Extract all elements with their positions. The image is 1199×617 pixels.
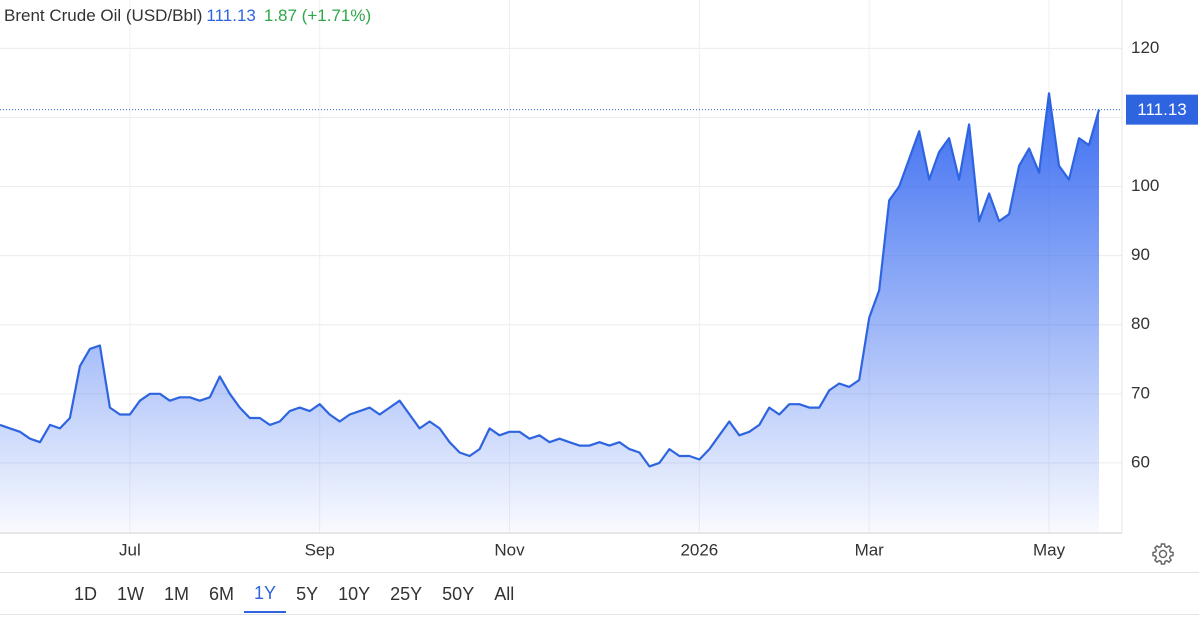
x-tick-label: 2026 bbox=[680, 540, 718, 559]
range-button[interactable]: 1Y bbox=[244, 575, 287, 613]
line bbox=[0, 92, 1101, 468]
x-tick-label: Nov bbox=[494, 540, 525, 559]
title: Brent Crude Oil (USD/Bbl) bbox=[4, 6, 203, 25]
y-tick-label: 120 bbox=[1131, 38, 1159, 57]
range-button[interactable]: 25Y bbox=[390, 583, 423, 604]
x-tick-label: Jul bbox=[119, 540, 141, 559]
range-button[interactable]: 1D bbox=[74, 583, 98, 604]
change: 1.87 (+1.71%) bbox=[263, 6, 372, 25]
range-button[interactable]: 1M bbox=[164, 583, 190, 604]
range-button[interactable]: 1W bbox=[117, 583, 145, 604]
x-tick-label: May bbox=[1033, 540, 1066, 559]
y-tick-label: 70 bbox=[1131, 383, 1150, 402]
range-button[interactable]: 10Y bbox=[338, 583, 371, 604]
last-price: 111.13 bbox=[206, 6, 256, 25]
range-button[interactable]: 6M bbox=[209, 583, 235, 604]
area-fill bbox=[0, 93, 1099, 533]
y-tick-label: 90 bbox=[1131, 245, 1150, 264]
range-button[interactable]: 5Y bbox=[296, 583, 319, 604]
x-tick-label: Mar bbox=[855, 540, 885, 559]
range-button[interactable]: 50Y bbox=[442, 583, 475, 604]
last-price-label: 111.13 bbox=[1137, 100, 1186, 119]
header: Brent Crude Oil (USD/Bbl) 111.13 1.87 (+1.… bbox=[4, 6, 371, 26]
range-button[interactable]: All bbox=[494, 583, 515, 604]
chart: 60708090100110120JulSepNov2026MarMay111.… bbox=[0, 0, 1198, 559]
y-tick-label: 100 bbox=[1131, 176, 1159, 195]
x-tick-label: Sep bbox=[305, 540, 335, 559]
range-bar: 1D 1W 1M 6M 1Y 5Y 10Y 25Y 50Y All bbox=[0, 572, 1199, 615]
settings-button[interactable] bbox=[1151, 542, 1175, 566]
y-tick-label: 60 bbox=[1131, 452, 1150, 471]
y-tick-label: 80 bbox=[1131, 314, 1150, 333]
last-price-box bbox=[1126, 94, 1198, 125]
